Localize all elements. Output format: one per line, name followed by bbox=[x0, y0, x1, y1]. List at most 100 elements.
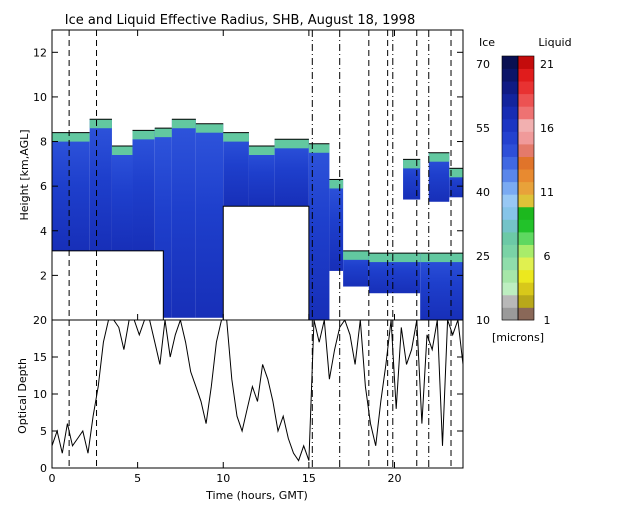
colorbar-cell bbox=[502, 56, 518, 69]
colorbar-cell bbox=[518, 282, 534, 296]
cloud-layer bbox=[274, 139, 309, 207]
optical-depth-frame bbox=[51, 319, 464, 469]
colorbar-cell bbox=[518, 93, 534, 107]
cloud-top-edge bbox=[343, 250, 369, 260]
cloud-top-edge bbox=[154, 128, 172, 138]
missing-data-blocks bbox=[51, 205, 310, 321]
colorbar-cell bbox=[518, 106, 534, 120]
cloud-top-edge bbox=[274, 139, 309, 149]
cloud-layer bbox=[111, 146, 133, 251]
colorbar-cell bbox=[502, 194, 518, 208]
colorbar-cell bbox=[502, 307, 518, 321]
optical-depth-tick-label: 5 bbox=[40, 425, 47, 438]
cloud-top-edge bbox=[449, 168, 463, 178]
colorbar-cell bbox=[518, 56, 534, 69]
missing-data-block bbox=[222, 205, 310, 321]
colorbar-units: [microns] bbox=[492, 331, 544, 344]
colorbar-cell bbox=[518, 219, 534, 233]
cloud-layer bbox=[428, 152, 450, 202]
colorbar-cell bbox=[502, 156, 518, 170]
height-tick-label: 10 bbox=[33, 91, 47, 104]
optical-depth-tick-label: 10 bbox=[33, 388, 47, 401]
radius-time-ticks bbox=[51, 30, 395, 320]
ice-tick-label: 10 bbox=[476, 314, 490, 327]
colorbar-cell bbox=[502, 93, 518, 107]
ice-tick-label: 40 bbox=[476, 186, 490, 199]
cloud-top-edge bbox=[329, 179, 344, 189]
optical-depth-tick-label: 20 bbox=[33, 314, 47, 327]
colorbar-cell bbox=[502, 181, 518, 195]
colorbar-cell bbox=[502, 81, 518, 95]
height-tick-label: 12 bbox=[33, 46, 47, 59]
colorbar-ice-title: Ice bbox=[479, 36, 495, 49]
cloud-layer bbox=[89, 119, 112, 251]
colorbar-cell bbox=[502, 206, 518, 220]
cloud-top-edge bbox=[420, 253, 463, 263]
time-axis-ticks: 0 5 10 15 20 bbox=[49, 462, 402, 485]
cloud-top-edge bbox=[368, 253, 421, 263]
height-axis-ticks: 2 4 6 8 10 12 bbox=[33, 46, 463, 282]
cloud-layer bbox=[223, 132, 249, 207]
liquid-tick-label: 21 bbox=[540, 58, 554, 71]
colorbar-cell bbox=[502, 118, 518, 132]
optical-depth-axis-label: Optical Depth bbox=[16, 358, 29, 434]
cloud-top-edge bbox=[171, 119, 196, 129]
liquid-colorbar-frame bbox=[517, 55, 535, 321]
ice-tick-label: 55 bbox=[476, 122, 490, 135]
cloud-top-edge bbox=[52, 132, 90, 142]
colorbar-cell bbox=[518, 144, 534, 157]
time-tick-label: 5 bbox=[134, 472, 141, 485]
height-tick-label: 2 bbox=[40, 269, 47, 282]
time-tick-label: 15 bbox=[302, 472, 316, 485]
colorbar-cell bbox=[502, 257, 518, 271]
time-tick-label: 10 bbox=[216, 472, 230, 485]
ice-colorbar-ticks: 70 55 40 25 10 bbox=[476, 58, 490, 327]
colorbar-cell bbox=[502, 232, 518, 245]
optical-depth-tick-label: 15 bbox=[33, 351, 47, 364]
colorbar-cell bbox=[518, 232, 534, 245]
ice-colorbar bbox=[502, 56, 518, 321]
cloud-top-edge bbox=[89, 119, 112, 129]
liquid-colorbar-ticks: 21 16 11 6 1 bbox=[540, 58, 554, 327]
colorbar-liquid-title: Liquid bbox=[538, 36, 571, 49]
cloud-top-edge bbox=[428, 152, 450, 162]
liquid-colorbar bbox=[518, 56, 534, 321]
cloud-layer bbox=[195, 123, 224, 318]
height-axis-label: Height [km,AGL] bbox=[18, 129, 31, 220]
liquid-tick-label: 6 bbox=[544, 250, 551, 263]
cloud-layer bbox=[171, 119, 196, 318]
cloud-top-edge bbox=[308, 143, 330, 153]
colorbar-cell bbox=[518, 257, 534, 271]
time-tick-label: 20 bbox=[388, 472, 402, 485]
top-vertical-lines bbox=[68, 30, 452, 320]
colorbar-cell bbox=[518, 307, 534, 321]
colorbar-cell bbox=[518, 244, 534, 258]
cloud-layer bbox=[329, 179, 344, 271]
colorbar-cell bbox=[518, 269, 534, 283]
bottom-vertical-lines bbox=[68, 320, 452, 468]
cloud-layer bbox=[52, 132, 90, 251]
colorbar-cell bbox=[518, 118, 534, 132]
cloud-field bbox=[52, 118, 463, 320]
colorbar-cell bbox=[502, 244, 518, 258]
height-tick-label: 6 bbox=[40, 180, 47, 193]
optical-depth-tick-label: 0 bbox=[40, 462, 47, 475]
cloud-layer bbox=[248, 146, 275, 207]
liquid-tick-label: 1 bbox=[544, 314, 551, 327]
optical-depth-panel: 0 5 10 15 20 0 5 10 15 20 Optical Depth Time (ho… bbox=[16, 314, 464, 502]
colorbar-cell bbox=[502, 282, 518, 296]
height-tick-label: 4 bbox=[40, 225, 47, 238]
colorbar-cell bbox=[502, 169, 518, 183]
liquid-tick-label: 16 bbox=[540, 122, 554, 135]
cloud-layer bbox=[132, 130, 155, 251]
colorbar-cell bbox=[518, 68, 534, 82]
colorbar: Ice Liquid 70 55 40 25 10 21 16 11 6 1 [microns] bbox=[476, 36, 572, 344]
colorbar-cell bbox=[502, 294, 518, 308]
colorbar-cell bbox=[502, 106, 518, 120]
colorbar-cell bbox=[518, 206, 534, 220]
optical-depth-axis-ticks: 0 5 10 15 20 bbox=[33, 314, 463, 475]
colorbar-cell bbox=[502, 68, 518, 82]
cloud-layer bbox=[403, 159, 421, 200]
colorbar-cell bbox=[518, 194, 534, 208]
